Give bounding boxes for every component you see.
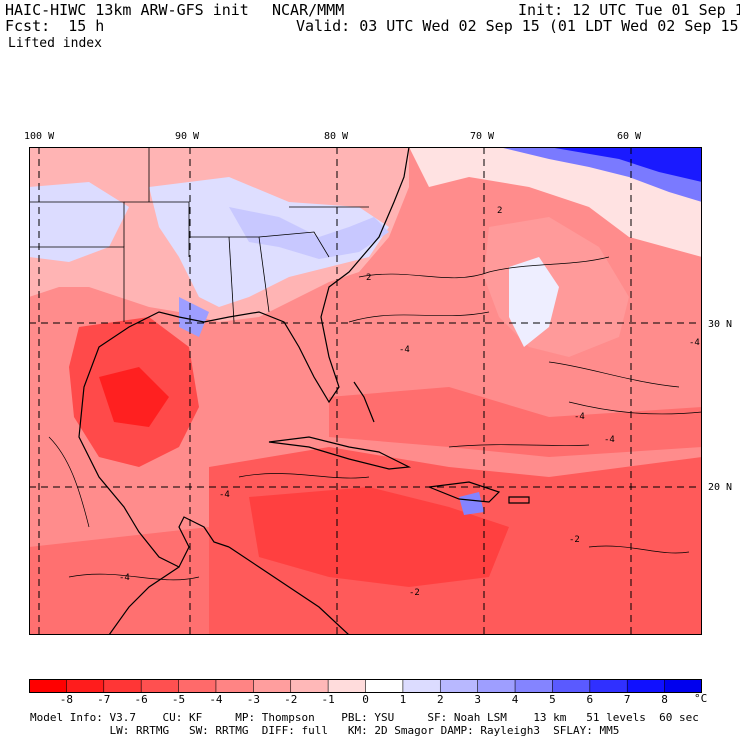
field-mid-atlantic <box>329 387 702 457</box>
contour-label-group: 2 -4 -4 -4 -4 -4 -4 -2 2 -2 <box>119 206 700 598</box>
colorbar-cell <box>215 679 254 693</box>
institution-label: NCAR/MMM <box>272 1 345 19</box>
colorbar-tick-label: 4 <box>511 693 519 706</box>
colorbar-tick-label: -5 <box>171 693 186 706</box>
colorbar-cell <box>290 679 329 693</box>
colorbar-unit: °C <box>694 692 708 705</box>
colorbar-cell <box>440 679 479 693</box>
model-info-line1: Model Info: V3.7 CU: KF MP: Thompson PBL… <box>30 711 699 724</box>
colorbar-tick-label: 3 <box>474 693 481 706</box>
field-positive-gulfcoast <box>179 297 209 337</box>
contour-label: -2 <box>569 535 580 545</box>
colorbar-cell <box>664 679 702 693</box>
field-positive-core <box>229 207 389 259</box>
colorbar-cell <box>627 679 666 693</box>
colorbar-tick-label: -7 <box>97 693 111 706</box>
lat-label-30n: 30 N <box>708 319 733 330</box>
lat-label-20n: 20 N <box>708 482 733 493</box>
lon-label-70w: 70 W <box>470 131 495 142</box>
map-border <box>29 147 702 635</box>
colorbar <box>29 679 702 693</box>
contour-label: -4 <box>219 490 230 500</box>
lon-label-60w: 60 W <box>617 131 642 142</box>
colorbar-cell <box>253 679 292 693</box>
lon-label-80w: 80 W <box>324 131 349 142</box>
field-positive-strong <box>549 147 702 182</box>
colorbar-tick-label: 6 <box>586 693 594 706</box>
colorbar-cell <box>141 679 180 693</box>
colorbar-tick-label: -1 <box>321 693 335 706</box>
field-pacific <box>29 527 209 635</box>
colorbar-cell <box>477 679 516 693</box>
lon-label-90w: 90 W <box>175 131 200 142</box>
colorbar-tick-label: 1 <box>399 693 407 706</box>
colorbar-cell <box>29 679 67 693</box>
colorbar-cell <box>178 679 217 693</box>
model-title: HAIC-HIWC 13km ARW-GFS init <box>5 1 249 19</box>
contour-label: -4 <box>689 338 700 348</box>
lifted-index-map: 2 -4 -4 -4 -4 -4 -4 -2 2 -2 <box>29 147 702 635</box>
colorbar-tick-label: 5 <box>549 693 556 706</box>
colorbar-tick-label: 2 <box>436 693 444 706</box>
colorbar-cell <box>328 679 366 693</box>
contour-lines <box>48 256 702 581</box>
field-positive-hispaniola <box>459 492 484 515</box>
field-caribbean-core <box>249 487 509 587</box>
field-ring-inner <box>509 257 559 347</box>
colorbar-cell <box>103 679 142 693</box>
model-info-line2: LW: RRTMG SW: RRTMG DIFF: full KM: 2D Sm… <box>30 724 620 737</box>
colorbar-cell <box>589 679 628 693</box>
contour-label: -4 <box>119 573 130 583</box>
colorbar-tick-label: -3 <box>246 693 260 706</box>
lon-label-100w: 100 W <box>24 131 55 142</box>
colorbar-cell <box>402 679 441 693</box>
colorbar-cell <box>552 679 591 693</box>
colorbar-tick-label: -4 <box>209 693 223 706</box>
colorbar-tick-label: 7 <box>623 693 631 706</box>
forecast-hour: Fcst: 15 h <box>5 17 105 35</box>
colorbar-tick-label: -2 <box>284 693 298 706</box>
colorbar-cell <box>66 679 105 693</box>
colorbar-cell <box>365 679 404 693</box>
colorbar-tick-label: -6 <box>134 693 148 706</box>
field-name: Lifted index <box>8 36 102 51</box>
colorbar-cell <box>515 679 553 693</box>
init-time: Init: 12 UTC Tue 01 Sep 15 <box>518 1 740 19</box>
state-borders <box>29 147 369 323</box>
contour-label: -4 <box>399 345 410 355</box>
contour-label: -4 <box>574 412 585 422</box>
colorbar-tick-label: 0 <box>362 693 369 706</box>
contour-label: 2 <box>366 273 371 283</box>
field-gulf-core <box>99 367 169 427</box>
contour-label: -4 <box>604 435 615 445</box>
colorbar-tick-label: -8 <box>59 693 73 706</box>
valid-time: Valid: 03 UTC Wed 02 Sep 15 (01 LDT Wed … <box>296 17 740 35</box>
colorbar-tick-label: 8 <box>661 693 668 706</box>
coastlines <box>78 147 530 635</box>
contour-label: 2 <box>497 206 502 216</box>
contour-label: -2 <box>409 588 420 598</box>
